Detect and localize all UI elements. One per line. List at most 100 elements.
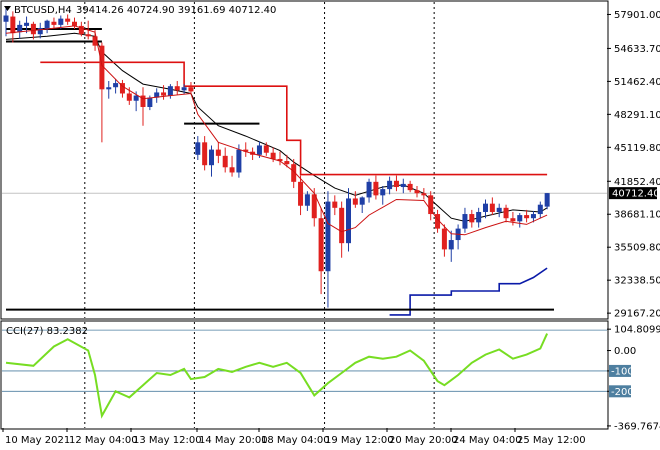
main-plot-frame bbox=[0, 0, 609, 320]
cci-indicator bbox=[2, 329, 607, 419]
candle-body bbox=[339, 207, 345, 244]
candle-body bbox=[154, 92, 160, 98]
candle-body bbox=[119, 83, 125, 94]
candle-body bbox=[435, 214, 441, 229]
candle-body bbox=[373, 181, 379, 196]
candle-body bbox=[3, 15, 9, 22]
candle-body bbox=[215, 149, 221, 156]
cci-y-tick-label: 0.00 bbox=[614, 346, 636, 357]
candle-body bbox=[263, 145, 269, 153]
candle-body bbox=[298, 181, 304, 206]
candle-body bbox=[421, 193, 427, 196]
candle-body bbox=[277, 158, 283, 162]
candle-body bbox=[30, 23, 36, 35]
candle-body bbox=[400, 183, 406, 188]
candle-body bbox=[147, 97, 153, 107]
candle-body bbox=[311, 194, 317, 219]
candle-body bbox=[428, 195, 434, 215]
symbol-timeframe: BTCUSD,H4 bbox=[14, 5, 72, 16]
candle-body bbox=[17, 24, 23, 33]
step-blue-line bbox=[389, 267, 548, 316]
candle-body bbox=[140, 95, 146, 107]
candle-body bbox=[222, 155, 228, 168]
dropdown-arrow-icon[interactable] bbox=[4, 6, 11, 11]
candle-body bbox=[236, 149, 242, 173]
candle-body bbox=[113, 83, 119, 88]
candle-body bbox=[72, 21, 77, 26]
y-tick-label: 35509.80 bbox=[614, 243, 660, 254]
candle-body bbox=[85, 34, 91, 37]
candle-body bbox=[133, 95, 139, 101]
candle-body bbox=[380, 189, 386, 196]
candle-body bbox=[325, 201, 331, 272]
cci-title: CCI(27) 83.2382 bbox=[6, 326, 88, 337]
candle-body bbox=[462, 214, 468, 229]
candle-body bbox=[517, 215, 523, 222]
candle-body bbox=[195, 142, 201, 155]
y-tick-label: 57901.00 bbox=[614, 10, 660, 21]
candle-body bbox=[10, 16, 16, 34]
step-red-line bbox=[40, 61, 548, 176]
x-tick-label: 13 May 12:00 bbox=[133, 435, 202, 446]
candle-body bbox=[352, 198, 358, 205]
candle-body bbox=[65, 18, 71, 22]
x-tick-label: 14 May 20:00 bbox=[199, 435, 268, 446]
candle-body bbox=[483, 203, 488, 212]
candle-body bbox=[496, 207, 502, 212]
cci-level-box bbox=[609, 385, 631, 398]
x-tick-label: 10 May 2021 bbox=[5, 435, 70, 446]
candle-body bbox=[407, 183, 413, 191]
candle-body bbox=[393, 180, 399, 188]
candle-body bbox=[106, 87, 112, 90]
candle-body bbox=[126, 93, 132, 101]
y-tick-label: 32338.50 bbox=[614, 276, 660, 287]
candle-body bbox=[304, 194, 310, 206]
candle-body bbox=[37, 27, 43, 35]
cci-y-tick-label: -100 bbox=[611, 366, 634, 377]
x-tick-label: 24 May 04:00 bbox=[453, 435, 522, 446]
candle-body bbox=[24, 22, 30, 26]
cci-y-tick-label: -369.7674 bbox=[614, 421, 660, 432]
candle-body bbox=[92, 36, 98, 46]
current-price-box bbox=[609, 187, 657, 200]
cci-y-tick-label: 104.8099 bbox=[614, 325, 660, 336]
candle-body bbox=[256, 145, 262, 155]
candle-body bbox=[229, 167, 235, 173]
candle-body bbox=[476, 211, 482, 223]
candle-body bbox=[161, 92, 167, 96]
candle-body bbox=[174, 86, 180, 91]
candle-body bbox=[78, 25, 84, 35]
candle-body bbox=[270, 152, 276, 159]
y-tick-label: 29167.20 bbox=[614, 309, 660, 320]
candle-body bbox=[489, 203, 495, 212]
x-tick-label: 20 May 20:00 bbox=[389, 435, 458, 446]
ma-fast-line bbox=[5, 25, 548, 236]
candle-body bbox=[202, 142, 208, 166]
candle-body bbox=[469, 214, 475, 223]
candle-body bbox=[99, 45, 105, 90]
candle-body bbox=[503, 207, 509, 219]
y-tick-label: 51462.40 bbox=[614, 77, 660, 88]
candle-body bbox=[537, 204, 543, 215]
candle-body bbox=[414, 190, 420, 194]
candle-body bbox=[510, 218, 516, 222]
y-tick-label: 48291.10 bbox=[614, 110, 660, 121]
candle-body bbox=[167, 86, 173, 96]
y-tick-label: 41852.40 bbox=[614, 177, 660, 188]
cci-plot-frame bbox=[0, 320, 609, 430]
candle-body bbox=[58, 18, 64, 25]
candle-body bbox=[359, 197, 365, 205]
candle-body bbox=[188, 87, 194, 92]
cci-line bbox=[5, 333, 549, 419]
candle-body bbox=[318, 218, 324, 272]
candle-body bbox=[284, 161, 290, 165]
x-tick-label: 19 May 12:00 bbox=[325, 435, 394, 446]
axis-labels: 57901.00 54633.70 51462.40 48291.10 45119.80… bbox=[2, 10, 660, 446]
candle-body bbox=[332, 201, 338, 208]
candle-body bbox=[441, 228, 447, 250]
candle-body bbox=[181, 87, 187, 91]
candle-body bbox=[530, 214, 536, 219]
candle-body bbox=[291, 164, 297, 182]
candle-body bbox=[366, 181, 372, 198]
